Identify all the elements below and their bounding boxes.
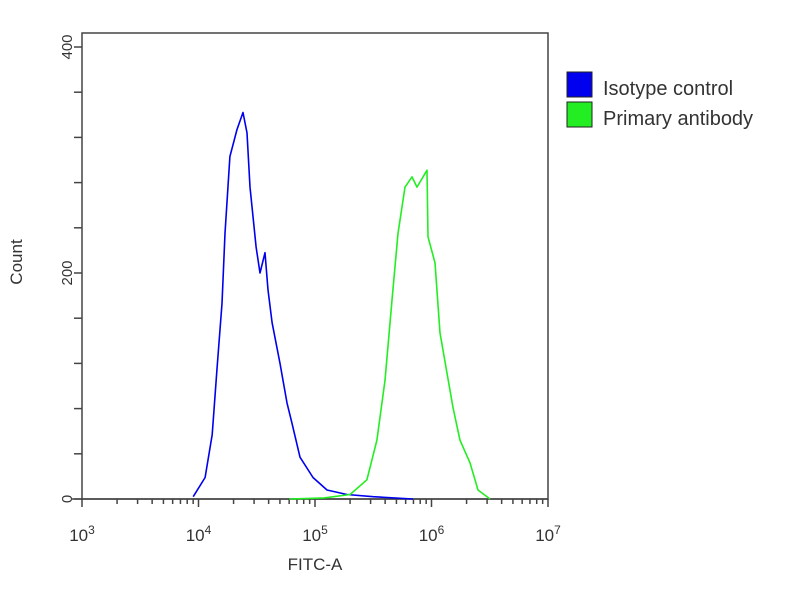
plot-frame xyxy=(81,32,549,500)
axes: 0 200 400 103 104 105 106 107 xyxy=(59,32,561,545)
x-tick-label: 105 xyxy=(302,523,328,545)
series-isotype-control xyxy=(192,111,414,500)
x-tick-label: 106 xyxy=(419,523,445,545)
x-tick-label: 107 xyxy=(535,523,561,545)
series-primary-antibody xyxy=(289,169,491,500)
series-group xyxy=(192,111,491,500)
y-axis-label: Count xyxy=(7,239,26,285)
x-tick-label: 103 xyxy=(69,523,95,545)
x-axis-label: FITC-A xyxy=(288,555,343,574)
y-tick-label: 0 xyxy=(59,495,76,503)
legend-label-isotype: Isotype control xyxy=(603,78,733,100)
y-tick-label: 400 xyxy=(59,34,76,59)
legend-swatch-isotype xyxy=(566,71,593,98)
y-tick-label: 200 xyxy=(59,260,76,285)
legend-label-primary: Primary antibody xyxy=(603,108,753,130)
legend: Isotype control Primary antibody xyxy=(566,71,753,130)
x-tick-label: 104 xyxy=(186,523,212,545)
legend-swatch-primary xyxy=(566,101,593,128)
